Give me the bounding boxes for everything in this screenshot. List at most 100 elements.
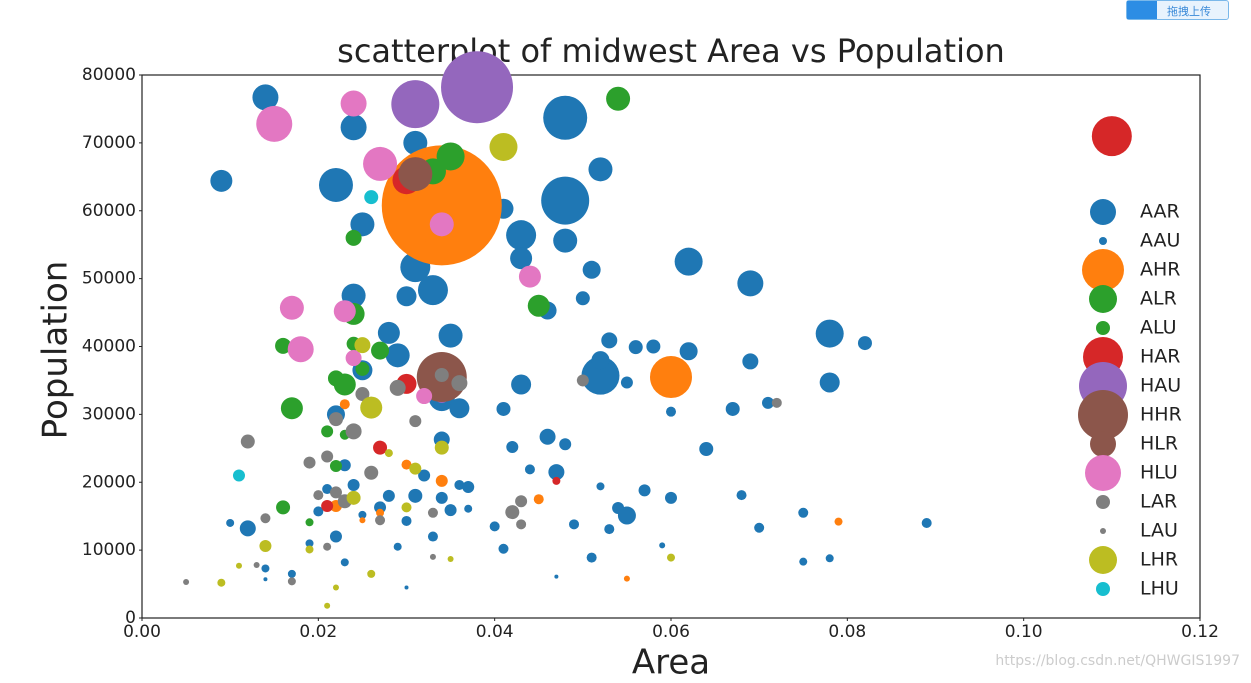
bubble (409, 415, 422, 428)
bubble (345, 423, 362, 440)
bubble (548, 464, 565, 481)
bubble (819, 372, 840, 393)
bubble (382, 489, 395, 502)
bubble (226, 518, 235, 527)
y-tick-label: 80000 (82, 65, 136, 85)
legend-label: AHR (1140, 259, 1181, 281)
bubble (771, 397, 782, 408)
bubble (569, 519, 580, 530)
bubble (518, 265, 541, 288)
bubble (355, 361, 370, 376)
bubble (377, 321, 400, 344)
bubble (435, 474, 448, 487)
legend-label: LHU (1140, 578, 1179, 600)
bubble (505, 505, 520, 520)
bubble (355, 387, 370, 402)
bubble (367, 569, 376, 578)
bubble (699, 441, 714, 456)
upload-button[interactable]: 拖拽上传 (1126, 0, 1229, 20)
bubble (1091, 116, 1132, 157)
y-tick-label: 10000 (82, 540, 136, 560)
bubble (364, 190, 379, 205)
bubble (438, 323, 463, 348)
bubble (340, 114, 367, 141)
upload-icon (1127, 1, 1157, 19)
bubble (524, 464, 535, 475)
legend-label: LAR (1140, 491, 1177, 513)
bubble (464, 504, 473, 513)
bubble (596, 482, 605, 491)
y-tick-label: 20000 (82, 472, 136, 492)
bubble (321, 500, 334, 513)
bubble (210, 169, 233, 192)
bubble (327, 370, 344, 387)
bubble (489, 132, 518, 161)
x-tick-label: 0.06 (652, 622, 690, 642)
bubble (384, 449, 393, 458)
bubble (489, 521, 500, 532)
bubble (275, 337, 292, 354)
bubble (510, 247, 533, 270)
bubble (601, 332, 618, 349)
bubble (527, 294, 550, 317)
bubble (389, 379, 406, 396)
bubble (665, 491, 677, 504)
y-axis-label: Population (36, 261, 76, 440)
bubble (434, 440, 449, 455)
bubble (825, 554, 834, 563)
bubble (921, 517, 932, 528)
legend-marker (1096, 495, 1110, 509)
bubble (263, 577, 268, 582)
bubble (604, 524, 615, 535)
bubble (322, 484, 333, 495)
x-axis-label: Area (632, 643, 710, 680)
bubble (239, 520, 256, 537)
bubble (347, 478, 360, 491)
bubble (588, 157, 613, 182)
upload-text: 拖拽上传 (1167, 5, 1211, 18)
x-tick-label: 0.12 (1181, 622, 1219, 642)
chart-title: scatterplot of midwest Area vs Populatio… (337, 32, 1005, 70)
bubble (303, 456, 316, 469)
watermark: https://blog.csdn.net/QHWGIS1997 (995, 653, 1240, 669)
bubble (506, 220, 537, 251)
bubble (409, 462, 422, 475)
bubble (638, 484, 651, 497)
bubble (346, 490, 361, 505)
bubble (401, 515, 412, 526)
bubble (543, 95, 588, 140)
bubble (398, 157, 433, 192)
bubble (323, 542, 332, 551)
bubble (345, 350, 362, 367)
bubble (259, 540, 272, 553)
y-tick-label: 70000 (82, 133, 136, 153)
bubble (416, 388, 433, 405)
bubble (280, 397, 303, 420)
x-tick-label: 0.10 (1005, 622, 1043, 642)
bubble (391, 80, 440, 129)
bubble (318, 167, 353, 202)
bubble (539, 428, 556, 445)
bubble (417, 275, 448, 306)
bubble (424, 227, 459, 262)
bubble (447, 555, 454, 562)
bubble (358, 510, 367, 519)
bubble (436, 142, 465, 171)
bubble (324, 602, 331, 609)
bubble (287, 577, 296, 586)
bubble (350, 212, 375, 237)
bubble (287, 569, 296, 578)
legend-marker (1096, 582, 1110, 596)
bubble (427, 531, 438, 542)
bubble (364, 465, 379, 480)
bubble (328, 412, 343, 427)
x-tick-label: 0.08 (828, 622, 866, 642)
bubble (628, 340, 643, 355)
bubble (617, 506, 636, 525)
bubble (404, 585, 409, 590)
bubble (305, 539, 314, 548)
bubble (393, 542, 402, 551)
y-tick-label: 0 (125, 608, 136, 628)
bubble (340, 90, 367, 117)
